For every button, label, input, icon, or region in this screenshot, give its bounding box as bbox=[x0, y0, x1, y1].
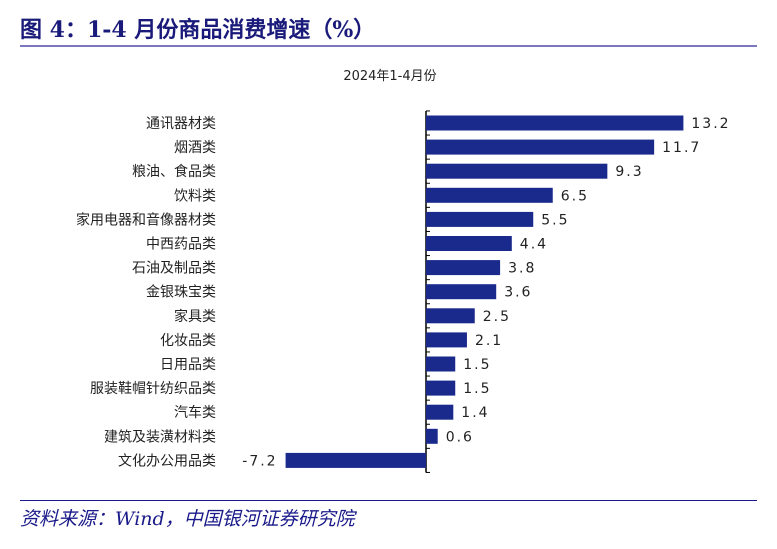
bar bbox=[426, 380, 456, 396]
source-divider bbox=[20, 500, 757, 501]
data-label: 0.6 bbox=[446, 429, 474, 445]
bar bbox=[426, 332, 467, 348]
category-label: 烟酒类 bbox=[174, 140, 216, 156]
bar bbox=[426, 163, 608, 179]
data-label: 13.2 bbox=[691, 116, 730, 132]
figure-title: 图 4：1-4 月份商品消费增速（%） bbox=[20, 17, 376, 43]
data-label: 1.4 bbox=[461, 405, 489, 421]
category-label: 家具类 bbox=[174, 308, 216, 325]
category-label: 通讯器材类 bbox=[146, 116, 216, 132]
category-label: 建筑及装潢材料类 bbox=[104, 429, 216, 445]
data-label: 3.8 bbox=[508, 261, 536, 277]
bar bbox=[426, 115, 684, 131]
data-label: 5.5 bbox=[541, 212, 569, 228]
category-label: 家用电器和音像器材类 bbox=[76, 211, 216, 228]
category-label: 汽车类 bbox=[174, 404, 216, 421]
category-label: 金银珠宝类 bbox=[146, 285, 216, 301]
bar bbox=[426, 187, 553, 203]
category-label: 粮油、食品类 bbox=[132, 163, 216, 180]
data-label: 6.5 bbox=[561, 188, 589, 204]
category-label: 日用品类 bbox=[160, 357, 216, 373]
category-label: 服装鞋帽针纺织品类 bbox=[90, 381, 216, 397]
bar bbox=[426, 428, 438, 444]
bar bbox=[426, 211, 534, 227]
bar bbox=[426, 236, 512, 251]
bar bbox=[426, 260, 501, 276]
category-label: 化妆品类 bbox=[160, 333, 216, 349]
data-label: 1.5 bbox=[463, 357, 491, 373]
bar bbox=[426, 404, 454, 420]
data-label: 4.4 bbox=[520, 237, 548, 253]
title-divider bbox=[20, 45, 757, 47]
bar bbox=[426, 284, 497, 300]
bar bbox=[426, 356, 456, 372]
category-label: 文化办公用品类 bbox=[118, 453, 216, 469]
data-label: -7.2 bbox=[242, 453, 277, 469]
data-label: 2.1 bbox=[475, 333, 503, 349]
bar bbox=[426, 308, 475, 324]
bar bbox=[426, 139, 655, 155]
data-label: 3.6 bbox=[504, 285, 532, 301]
source-note: 资料来源：Wind，中国银河证券研究院 bbox=[20, 508, 355, 530]
data-label: 11.7 bbox=[662, 140, 701, 156]
category-label: 饮料类 bbox=[174, 188, 216, 204]
data-label: 9.3 bbox=[615, 164, 643, 180]
chart-title: 2024年1-4月份 bbox=[343, 69, 436, 84]
data-label: 1.5 bbox=[463, 381, 491, 397]
bar bbox=[285, 452, 426, 468]
category-label: 中西药品类 bbox=[146, 237, 216, 253]
data-label: 2.5 bbox=[483, 309, 511, 325]
category-label: 石油及制品类 bbox=[132, 261, 216, 277]
